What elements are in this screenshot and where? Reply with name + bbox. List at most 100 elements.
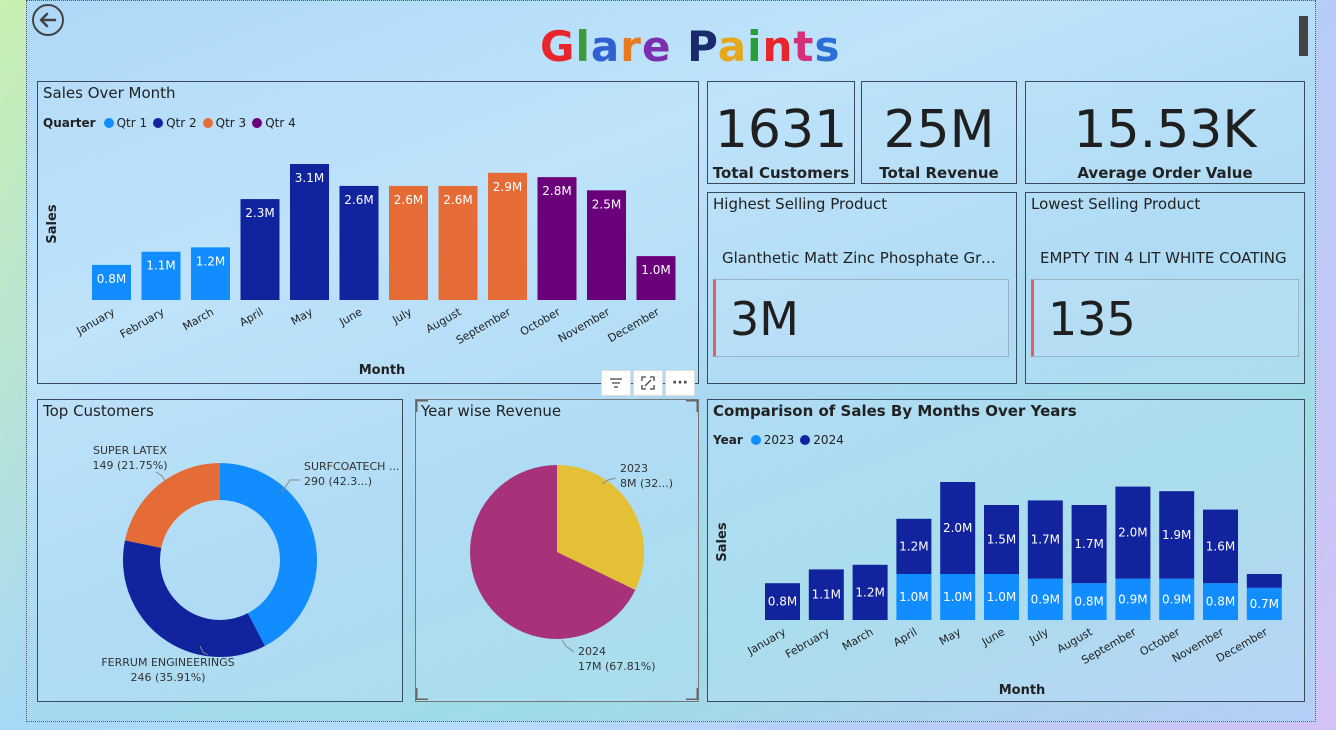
legend-label: Qtr 1: [116, 116, 148, 130]
bar-march: [191, 247, 230, 300]
bar-2023-november: [1203, 583, 1238, 620]
bar-september: [488, 172, 527, 300]
legend-item[interactable]: 2023: [750, 433, 794, 447]
x-tick-label: March: [180, 305, 216, 333]
data-label: 1.0M: [943, 590, 972, 604]
total-customers-label: Total Customers: [712, 164, 850, 182]
selection-handle: [416, 688, 428, 700]
bar-2024-june: [984, 505, 1019, 574]
x-tick-label: January: [745, 625, 789, 658]
year-wise-revenue-panel[interactable]: Year wise Revenue 2023 8M (32...) 2024 17M …: [415, 399, 699, 702]
slice-value-label: 149 (21.75%): [92, 459, 167, 472]
legend-title: Quarter: [43, 116, 96, 130]
highest-selling-product-name: Glanthetic Matt Zinc Phosphate Gre...: [722, 249, 1002, 267]
legend-dot: [202, 118, 213, 128]
slice-value-label: 17M (67.81%): [578, 660, 656, 673]
data-label: 2.6M: [443, 193, 472, 207]
bar-december: [636, 256, 676, 300]
x-tick-label: December: [606, 305, 662, 345]
legend-label: Qtr 2: [166, 116, 197, 130]
year-wise-revenue-chart: 2023 8M (32...) 2024 17M (67.81%): [416, 400, 698, 700]
data-label: 3.1M: [295, 171, 324, 185]
year-wise-revenue-title: Year wise Revenue: [421, 402, 562, 420]
bar-2024-may: [940, 482, 976, 574]
year-legend: Year 2023 2024: [713, 433, 844, 447]
data-label: 1.5M: [987, 533, 1016, 547]
x-tick-label: August: [424, 305, 464, 336]
title-letter: a: [717, 22, 748, 71]
top-customers-panel: Top Customers SURFCOATECH ... 290 (42.3..…: [37, 399, 403, 702]
x-tick-label: June: [979, 625, 1007, 649]
bar-october: [537, 177, 577, 300]
data-label: 1.0M: [899, 590, 928, 604]
donut-slice: [220, 463, 317, 646]
highest-selling-product-box: 3M: [713, 279, 1009, 357]
legend-item[interactable]: 2024: [800, 433, 844, 447]
title-letter: P: [687, 22, 718, 71]
legend-dot: [750, 435, 761, 445]
bar-2024-december: [1246, 574, 1282, 588]
highest-selling-product-title: Highest Selling Product: [713, 195, 888, 213]
filter-button[interactable]: [601, 370, 631, 396]
data-label: 0.9M: [1162, 592, 1191, 606]
x-tick-label: January: [74, 305, 118, 338]
top-customers-title: Top Customers: [43, 402, 154, 420]
top-customers-chart: SURFCOATECH ... 290 (42.3...) FERRUM ENGIN…: [92, 444, 399, 684]
bar-2023-december: [1246, 587, 1282, 620]
total-customers-card: 1631 Total Customers: [707, 81, 855, 184]
data-label: 2.6M: [394, 193, 423, 207]
title-letter: r: [620, 22, 642, 71]
slice-name-label: FERRUM ENGINEERINGS: [101, 656, 234, 669]
focus-mode-icon: [641, 376, 655, 390]
highest-selling-product-card: Highest Selling Product Glanthetic Matt …: [707, 192, 1017, 384]
bar-july: [389, 185, 428, 300]
legend-item[interactable]: Qtr 2: [153, 116, 197, 130]
x-tick-label: March: [840, 625, 876, 653]
comparison-sales-panel: Comparison of Sales By Months Over Years…: [707, 399, 1305, 702]
average-order-value-label: Average Order Value: [1077, 164, 1253, 182]
x-tick-label: June: [336, 305, 364, 329]
bar-april: [240, 199, 280, 300]
data-label: 1.7M: [1031, 533, 1060, 547]
bar-2023-june: [984, 574, 1019, 620]
sales-over-month-chart: 0.8M January 1.1M February 1.2M March 2.3M Apri…: [45, 164, 676, 378]
lowest-selling-product-box: 135: [1031, 279, 1299, 357]
data-label: 0.9M: [1031, 592, 1060, 606]
bar-november: [587, 190, 626, 300]
data-label: 1.9M: [1162, 528, 1191, 542]
legend-item[interactable]: Qtr 4: [252, 116, 296, 130]
data-label: 2.9M: [493, 180, 522, 194]
filter-icon: [610, 378, 622, 388]
y-axis-title: Sales: [715, 522, 730, 561]
visual-toolbar: ···: [601, 370, 695, 396]
total-revenue-label: Total Revenue: [879, 164, 999, 182]
bar-2024-march: [852, 564, 888, 620]
x-tick-label: September: [454, 305, 514, 347]
scrollbar-handle[interactable]: [1299, 16, 1308, 56]
legend-title: Year: [713, 433, 743, 447]
data-label: 0.7M: [1250, 597, 1279, 611]
back-button[interactable]: [32, 4, 64, 36]
more-options-button[interactable]: ···: [665, 370, 695, 396]
data-label: 2.8M: [542, 184, 571, 198]
total-customers-value: 1631: [714, 100, 848, 160]
title-letter: l: [575, 22, 591, 71]
x-tick-label: May: [937, 625, 964, 648]
legend-item[interactable]: Qtr 3: [202, 116, 246, 130]
title-letter: n: [762, 22, 794, 71]
arrow-left-icon: [39, 12, 57, 28]
data-label: 1.7M: [1074, 537, 1103, 551]
bar-2024-september: [1115, 486, 1151, 579]
lowest-selling-product-value: 135: [1048, 292, 1136, 346]
bar-2023-october: [1159, 578, 1195, 620]
legend-dot: [153, 118, 164, 128]
total-revenue-value: 25M: [883, 100, 995, 160]
legend-item[interactable]: Qtr 1: [103, 116, 148, 130]
data-label: 1.0M: [641, 263, 670, 277]
selection-handle: [686, 688, 698, 700]
data-label: 2.0M: [1118, 526, 1147, 540]
focus-mode-button[interactable]: [633, 370, 663, 396]
sales-over-month-title: Sales Over Month: [43, 84, 176, 102]
x-tick-label: July: [1026, 625, 1051, 647]
slice-name-label: 2024: [578, 645, 606, 658]
